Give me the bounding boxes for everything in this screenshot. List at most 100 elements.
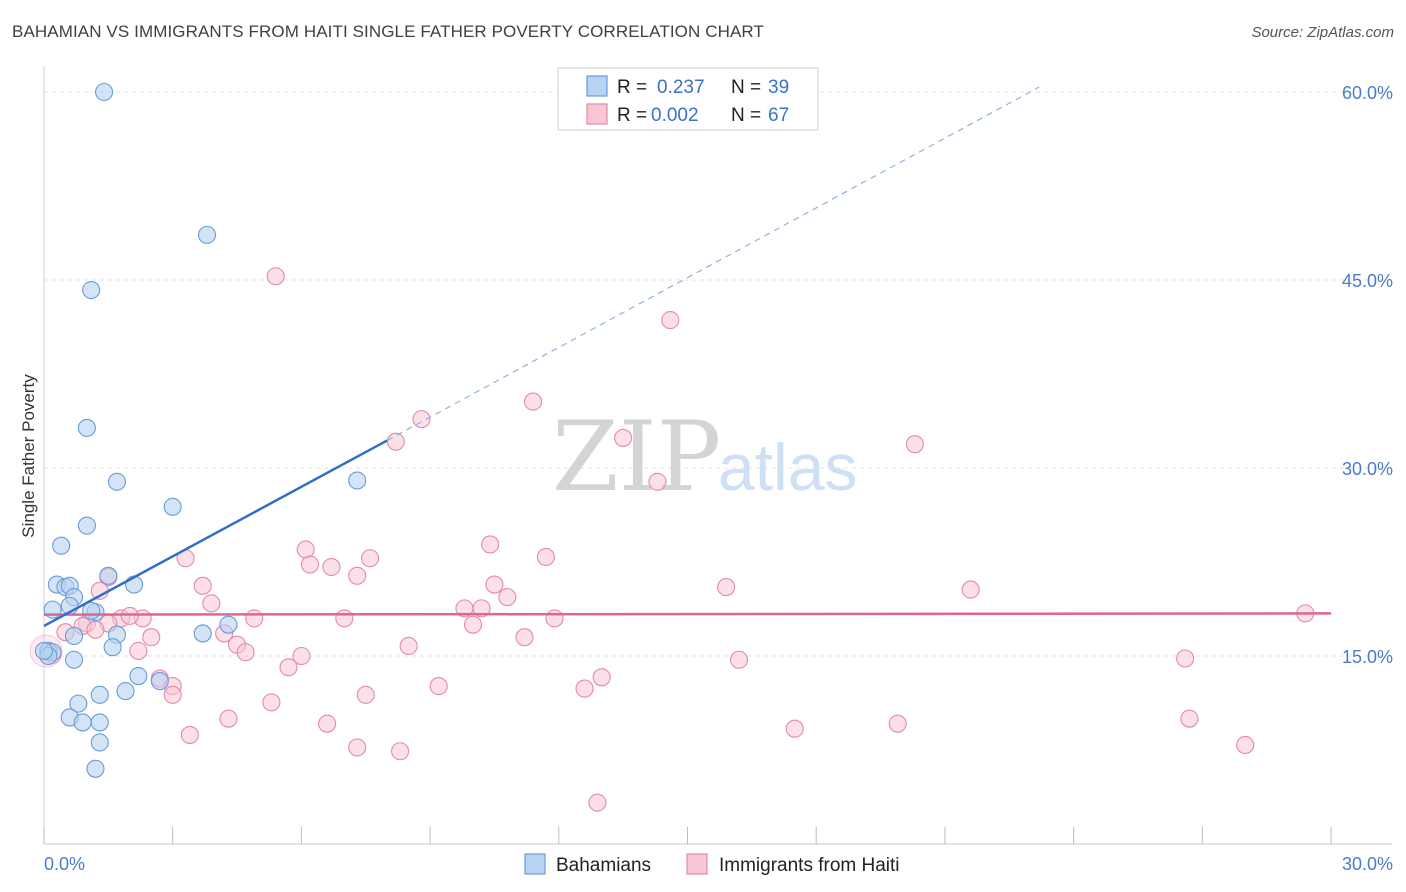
haiti-point [717,578,736,597]
legend-r-value-haiti: 0.002 [651,105,699,126]
haiti-point [202,594,221,613]
bahamian-point [95,82,114,102]
haiti-point [129,641,148,661]
bahamians-series [34,82,367,778]
legend-n-label-bahamians: N = [731,77,761,98]
bottom-legend: Bahamians Immigrants from Haiti [524,853,900,876]
haiti-point [515,628,534,647]
grid-lines [44,91,1392,657]
bahamian-point [64,650,84,669]
watermark: ZIP atlas [552,401,857,513]
haiti-point [86,620,105,639]
bahamian-point [90,733,109,752]
haiti-point [391,742,410,761]
haiti-point [429,677,448,696]
haiti-point [300,555,320,574]
bahamian-point [219,615,238,634]
haiti-point [1180,709,1199,728]
bahamian-point [163,497,182,516]
y-tick-label-1: 30.0% [1342,459,1393,479]
haiti-point [219,709,238,728]
haiti-point [386,432,405,451]
y-tick-labels: 15.0% 30.0% 45.0% 60.0% [1342,83,1393,667]
bahamian-point [52,536,71,555]
haiti-point [193,576,212,595]
haiti-point [592,668,611,687]
bottom-legend-haiti: Immigrants from Haiti [719,855,900,876]
haiti-point [412,410,431,429]
haiti-point [163,685,182,704]
bahamian-point [34,641,54,661]
haiti-series [29,267,1315,812]
axes [43,66,1392,845]
haiti-point [292,646,311,666]
haiti-point [262,693,281,712]
haiti-point [888,714,907,733]
x-tick-label-max: 30.0% [1342,854,1393,874]
haiti-point [472,599,491,618]
x-tick-label-min: 0.0% [44,854,85,874]
bahamian-point [82,280,101,300]
y-tick-label-2: 45.0% [1342,271,1393,291]
bottom-legend-bahamians: Bahamians [556,855,651,876]
legend-r-label-haiti: R = [617,105,647,126]
bahamian-point [129,667,148,686]
haiti-point [120,606,139,625]
bahamian-point [193,624,212,643]
haiti-point [545,609,564,628]
haiti-point [785,719,804,738]
legend-n-value-haiti: 67 [768,105,789,126]
bahamian-point [90,713,109,732]
haiti-point [279,658,298,677]
bahamian-point [150,672,169,691]
bahamian-point [64,626,84,645]
bahamian-point [73,713,92,732]
bahamian-point [99,566,118,585]
haiti-point [905,435,924,454]
haiti-point [348,738,367,757]
bahamians-trend-extension [386,86,1040,441]
bottom-legend-swatch-bahamians [524,853,546,875]
haiti-point [961,580,980,599]
haiti-point [356,685,375,704]
bahamian-point [90,685,109,704]
legend-r-label-bahamians: R = [617,77,647,98]
haiti-point [296,540,315,559]
legend-r-value-bahamians: 0.237 [657,77,705,98]
trend-lines [43,86,1332,628]
haiti-point [399,636,418,656]
haiti-point [360,549,380,568]
bahamian-point [77,418,96,437]
haiti-point [614,428,633,447]
bahamians-trend-line [43,439,388,628]
haiti-point [236,643,255,662]
bahamian-point [86,759,105,778]
chart-title: BAHAMIAN VS IMMIGRANTS FROM HAITI SINGLE… [12,22,764,41]
legend: R = 0.237 N = 39 R = 0.002 N = 67 [557,67,819,131]
haiti-point [335,609,354,628]
bottom-legend-swatch-haiti [686,853,708,875]
haiti-point [1176,649,1195,668]
bahamian-point [116,682,135,701]
bahamian-point [77,516,96,535]
legend-swatch-bahamians [586,75,608,97]
haiti-point [481,535,500,554]
haiti-point [729,650,749,669]
haiti-point [648,472,667,491]
bahamian-point [348,471,367,490]
haiti-point [348,566,367,585]
legend-n-value-bahamians: 39 [768,77,789,98]
bahamian-point [103,638,122,657]
watermark-zip: ZIP [552,401,721,513]
bahamian-point [197,225,217,244]
bahamian-point [107,472,126,491]
y-tick-label-3: 60.0% [1342,83,1393,103]
y-axis-label: Single Father Poverty [19,374,38,538]
haiti-point [463,615,483,634]
y-tick-label-0: 15.0% [1342,647,1393,667]
chart-source: Source: ZipAtlas.com [1251,24,1394,41]
haiti-point [180,725,199,745]
bahamian-point [69,694,88,713]
haiti-point [245,609,264,628]
